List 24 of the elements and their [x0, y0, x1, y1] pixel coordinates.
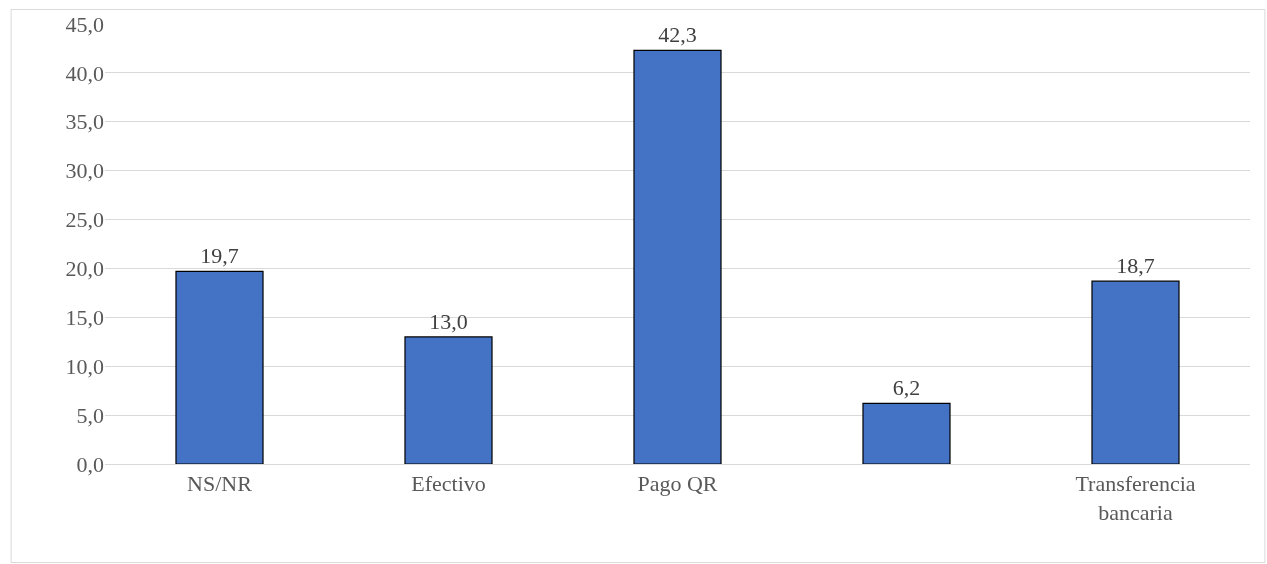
- data-label: 6,2: [892, 375, 921, 401]
- y-tick-label: 5,0: [76, 402, 104, 428]
- data-label: 42,3: [658, 22, 697, 48]
- bar: [862, 402, 951, 464]
- y-tick-label: 40,0: [65, 60, 104, 86]
- x-tick-label: Transferencia bancaria: [1075, 471, 1196, 525]
- y-tick-label: 20,0: [65, 256, 104, 282]
- data-label: 18,7: [1116, 253, 1155, 279]
- y-tick-label: 10,0: [65, 353, 104, 379]
- bar: [1091, 280, 1180, 464]
- y-tick-label: 25,0: [65, 207, 104, 233]
- y-tick-label: 30,0: [65, 158, 104, 184]
- y-tick-label: 0,0: [76, 451, 104, 477]
- y-tick-label: 35,0: [65, 109, 104, 135]
- y-tick-label: 15,0: [65, 305, 104, 331]
- data-label: 19,7: [200, 243, 239, 269]
- bar: [404, 336, 493, 464]
- x-tick-label: Pago QR: [637, 471, 718, 497]
- data-label: 13,0: [429, 308, 468, 334]
- x-tick-label: NS/NR: [187, 471, 253, 497]
- x-tick-label: Efectivo: [411, 471, 486, 497]
- bar: [633, 49, 722, 464]
- bar: [175, 270, 264, 464]
- y-tick-label: 45,0: [65, 11, 104, 37]
